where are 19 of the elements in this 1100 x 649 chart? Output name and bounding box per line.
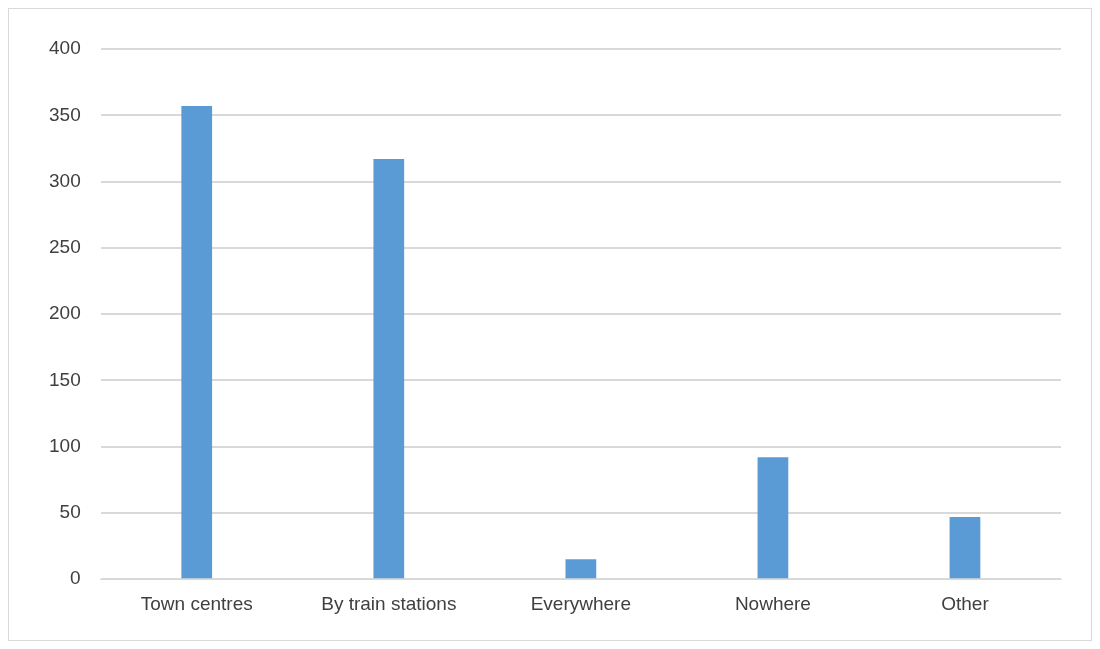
x-tick-label: Other: [941, 592, 990, 614]
y-tick-label: 200: [49, 302, 81, 324]
x-tick-label: By train stations: [321, 592, 457, 614]
x-tick-label: Nowhere: [734, 592, 811, 614]
x-tick-label: Everywhere: [530, 592, 632, 614]
y-tick-label: 150: [49, 368, 81, 390]
y-tick-label: 350: [49, 103, 81, 125]
y-tick-label: 100: [49, 434, 81, 456]
bar: [949, 516, 981, 579]
y-tick-label: 0: [70, 567, 81, 589]
y-tick-label: 300: [49, 169, 81, 191]
x-tick-label: Town centres: [140, 592, 253, 614]
y-tick-label: 250: [49, 236, 81, 258]
bar: [565, 559, 597, 579]
y-tick-label: 50: [59, 501, 81, 523]
y-tick-label: 400: [49, 37, 81, 59]
bar: [757, 457, 789, 579]
bar: [373, 159, 405, 579]
bar: [181, 106, 213, 579]
